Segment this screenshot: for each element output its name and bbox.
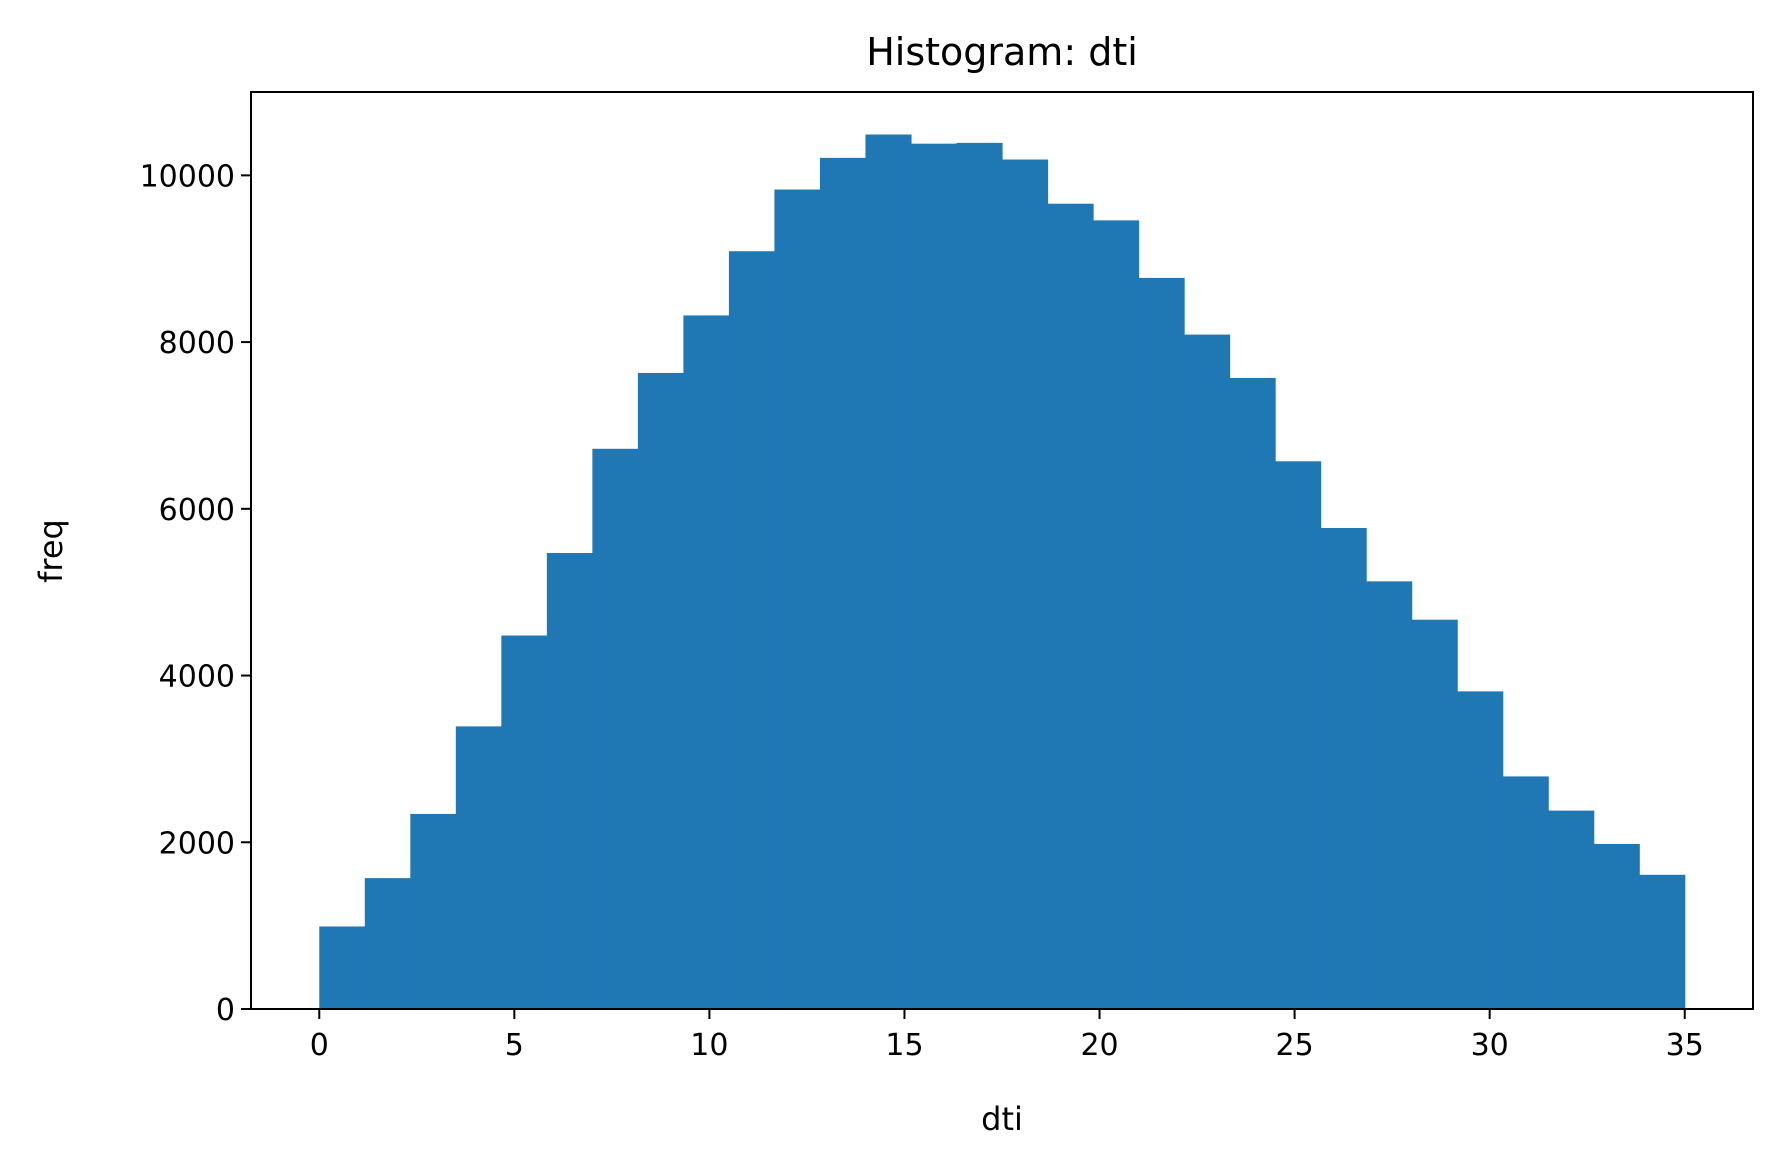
histogram-bar	[1457, 691, 1504, 1009]
x-axis-label: dti	[981, 1100, 1023, 1138]
bars-group	[319, 134, 1686, 1010]
histogram-bar	[1320, 527, 1367, 1009]
histogram-bar	[1138, 277, 1185, 1010]
chart-title: Histogram: dti	[866, 30, 1138, 74]
histogram-bar	[1047, 203, 1094, 1009]
histogram-bar	[455, 726, 502, 1009]
histogram-bar	[501, 635, 548, 1009]
y-tick-label: 6000	[159, 493, 235, 528]
histogram-bar	[819, 157, 867, 1009]
histogram-bar	[1548, 810, 1595, 1009]
y-axis-label: freq	[32, 519, 70, 583]
y-tick-label: 0	[216, 993, 235, 1028]
y-tick-label: 8000	[159, 326, 235, 361]
histogram-bar	[1639, 874, 1686, 1009]
histogram-bar	[1184, 334, 1231, 1009]
y-tick-label: 4000	[159, 660, 235, 695]
histogram-bar	[910, 143, 958, 1010]
histogram-bar	[319, 926, 366, 1009]
histogram-bar	[364, 878, 411, 1009]
x-tick-label: 25	[1276, 1028, 1314, 1063]
histogram-bar	[728, 251, 776, 1009]
y-tick-label: 10000	[140, 159, 235, 194]
histogram-bar	[956, 142, 1003, 1010]
histogram-bar	[1366, 581, 1413, 1009]
x-tick-label: 20	[1080, 1028, 1118, 1063]
x-tick-label: 30	[1471, 1028, 1509, 1063]
histogram-bar	[774, 189, 821, 1009]
histogram-bar	[683, 315, 730, 1009]
y-axis-ticks: 0 2000 4000 6000 8000 10000	[140, 159, 251, 1028]
histogram-bar	[637, 372, 684, 1010]
x-tick-label: 5	[505, 1028, 524, 1063]
histogram-bar	[1593, 843, 1640, 1009]
x-axis-ticks: 0 5 10 15 20 25 30 35	[310, 1009, 1704, 1063]
histogram-bar	[546, 553, 593, 1009]
histogram-bar	[1093, 220, 1140, 1009]
plot-frame	[250, 91, 1754, 1010]
x-tick-label: 0	[310, 1028, 329, 1063]
histogram-bar	[1229, 377, 1276, 1010]
histogram-bar	[592, 448, 639, 1009]
histogram-bar	[1411, 619, 1458, 1009]
histogram-bar	[865, 134, 912, 1010]
x-tick-label: 10	[690, 1028, 728, 1063]
histogram-bar	[1275, 461, 1322, 1009]
y-tick-label: 2000	[159, 826, 235, 861]
x-tick-label: 35	[1666, 1028, 1704, 1063]
x-tick-label: 15	[885, 1028, 923, 1063]
histogram-bar	[1502, 776, 1549, 1009]
histogram-bar	[1002, 159, 1049, 1010]
histogram-bar	[410, 813, 457, 1009]
